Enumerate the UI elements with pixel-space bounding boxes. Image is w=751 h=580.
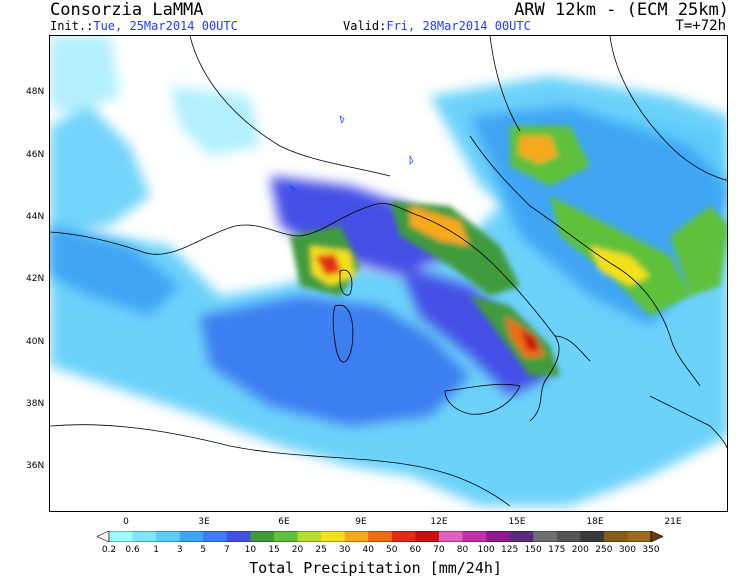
lon-label: 3E xyxy=(198,517,210,527)
colorbar-tick-label: 80 xyxy=(456,545,469,555)
colorbar-bin xyxy=(462,531,487,542)
colorbar-bin xyxy=(273,531,298,542)
colorbar-bin xyxy=(368,531,393,542)
colorbar-bin xyxy=(226,531,251,542)
colorbar-tick-label: 1 xyxy=(153,545,159,555)
colorbar-bin xyxy=(156,531,180,542)
lat-label: 48N xyxy=(26,87,45,97)
colorbar-tick-label: 70 xyxy=(433,545,445,555)
colorbar-bin xyxy=(344,531,369,542)
colorbar-bin xyxy=(132,531,157,542)
colorbar-tick-label: 25 xyxy=(315,545,327,555)
colorbar-tick-label: 200 xyxy=(571,545,589,555)
lon-label: 15E xyxy=(508,517,526,527)
colorbar-tick-label: 300 xyxy=(618,545,637,555)
model-name-title: ARW 12km - (ECM 25km) xyxy=(514,0,729,20)
colorbar-tick-label: 30 xyxy=(338,545,351,555)
lon-label: 18E xyxy=(586,517,604,527)
colorbar-tick-label: 100 xyxy=(477,545,495,555)
colorbar-tick-label: 10 xyxy=(244,545,257,555)
map-canvas xyxy=(50,36,727,511)
colorbar-tick-label: 40 xyxy=(362,545,374,555)
colorbar-bin xyxy=(250,531,275,542)
colorbar-bin xyxy=(321,531,345,542)
colorbar-bin xyxy=(203,531,228,542)
init-prefix: Init.: xyxy=(50,19,94,33)
colorbar-tick-label: 5 xyxy=(200,545,207,555)
init-time: Init.:Tue, 25Mar2014 00UTC xyxy=(50,19,238,33)
colorbar-tick-label: 350 xyxy=(642,545,660,555)
colorbar-bin xyxy=(438,531,463,542)
colorbar-tick-label: 0.2 xyxy=(101,545,117,555)
colorbar-max-triangle xyxy=(650,531,663,542)
colorbar-tick-label: 60 xyxy=(409,545,422,555)
lon-label: 12E xyxy=(430,517,448,527)
lat-label: 46N xyxy=(26,150,45,160)
lat-label: 36N xyxy=(26,461,45,471)
colorbar-title: Total Precipitation [mm/24h] xyxy=(249,559,502,577)
colorbar-min-triangle xyxy=(97,531,110,542)
colorbar-tick-label: 0.6 xyxy=(125,545,140,555)
colorbar-border xyxy=(108,531,652,542)
colorbar-tick-label: 250 xyxy=(595,545,613,555)
lon-label: 21E xyxy=(664,517,682,527)
colorbar-bin xyxy=(109,531,133,542)
colorbar-tick-label: 125 xyxy=(501,545,519,555)
colorbar-tick-label: 15 xyxy=(268,545,280,555)
lead-time: T=+72h xyxy=(675,18,726,34)
colorbar-tick-label: 50 xyxy=(386,545,398,555)
lat-label: 40N xyxy=(26,337,45,347)
model-provider-title: Consorzia LaMMA xyxy=(50,0,204,20)
precip-field-heavy xyxy=(290,126,727,376)
colorbar-bin xyxy=(533,531,558,542)
colorbar-bin xyxy=(509,531,534,542)
colorbar-bin xyxy=(556,531,581,542)
lon-label: 9E xyxy=(355,517,367,527)
lat-label: 42N xyxy=(26,274,45,284)
lon-label: 6E xyxy=(278,517,290,527)
colorbar-bin xyxy=(580,531,605,542)
precipitation-map xyxy=(49,35,728,512)
colorbar-tick-label: 7 xyxy=(223,545,230,555)
colorbar-bin xyxy=(391,531,416,542)
init-value: Tue, 25Mar2014 00UTC xyxy=(93,19,238,33)
colorbar xyxy=(97,531,663,542)
colorbar-bin xyxy=(179,531,204,542)
colorbar-bin xyxy=(415,531,440,542)
colorbar-bin xyxy=(297,531,322,542)
colorbar-bin xyxy=(627,531,652,542)
coastlines xyxy=(50,36,727,507)
valid-time: Valid:Fri, 28Mar2014 00UTC xyxy=(343,19,531,33)
lon-label: 0 xyxy=(123,517,129,527)
lat-label: 38N xyxy=(26,399,45,409)
colorbar-bin xyxy=(603,531,628,542)
colorbar-tick-label: 175 xyxy=(548,545,566,555)
colorbar-tick-label: 20 xyxy=(291,545,304,555)
colorbar-tick-label: 3 xyxy=(176,545,183,555)
colorbar-bin xyxy=(486,531,510,542)
lat-label: 44N xyxy=(26,212,45,222)
colorbar-tick-label: 150 xyxy=(524,545,542,555)
lakes xyxy=(288,115,414,192)
colorbar-tick-labels: 0.2 0.6 1 3 5 7 10 15 20 25 30 40 50 60 70 80 100 125 150 1… xyxy=(0,545,751,557)
valid-prefix: Valid: xyxy=(343,19,387,33)
valid-value: Fri, 28Mar2014 00UTC xyxy=(386,19,531,33)
